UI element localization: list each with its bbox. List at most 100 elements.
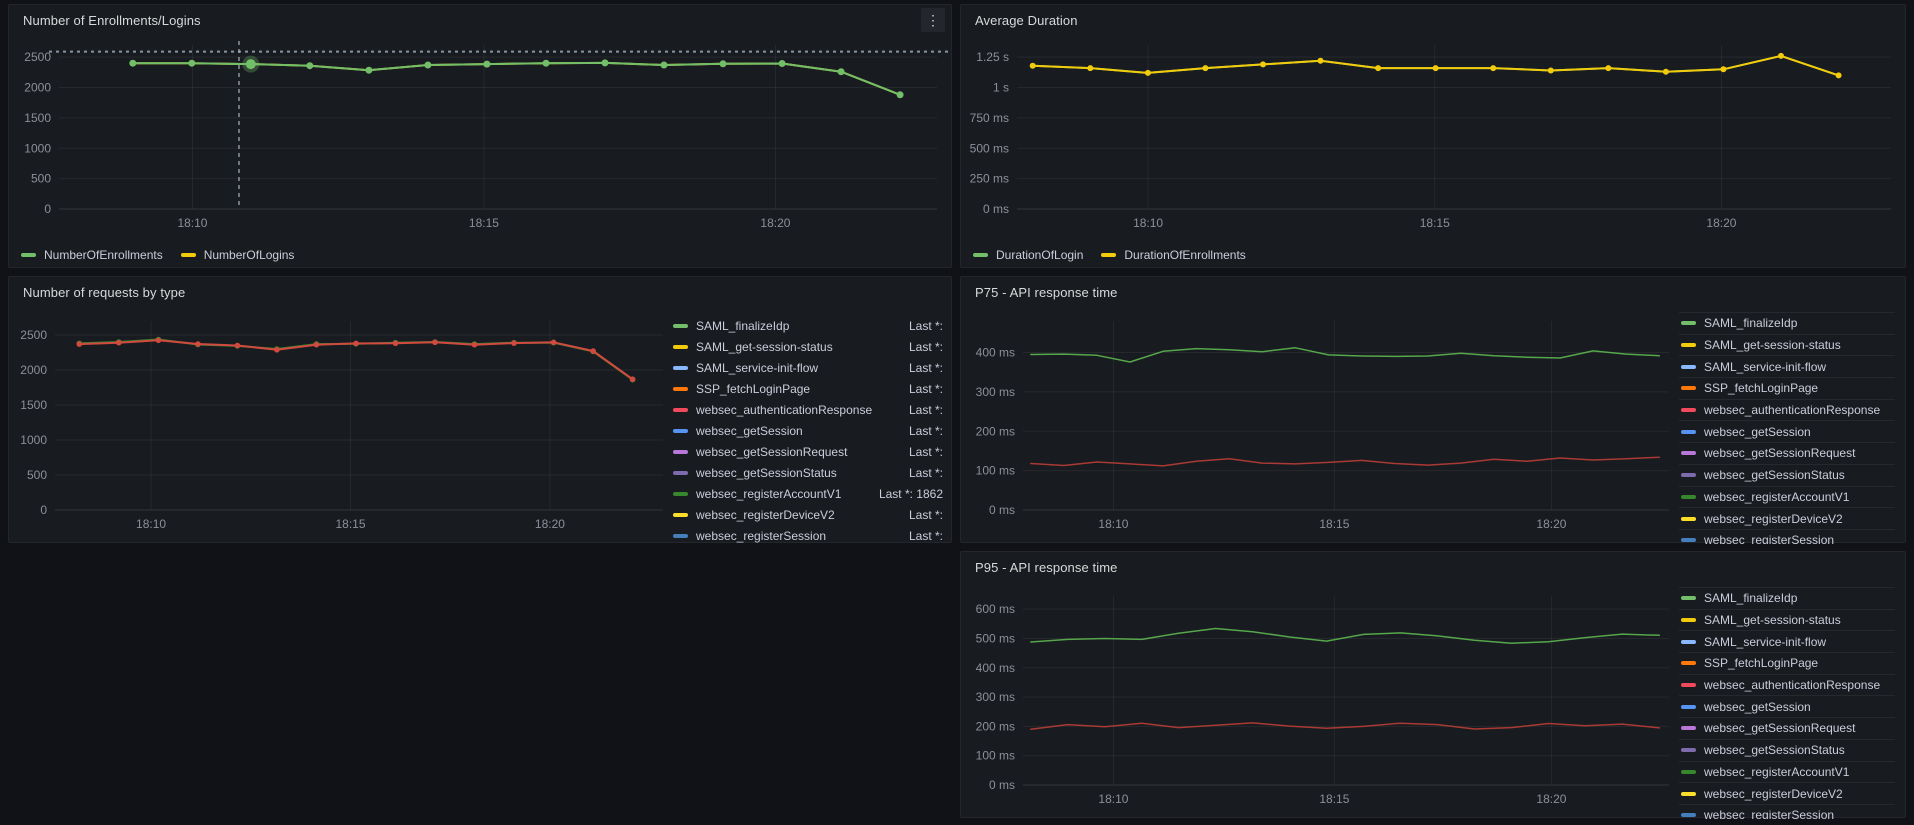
series-color-swatch (673, 491, 688, 496)
panel-p95-response-time: P95 - API response time 0 ms 100 ms 200 ms… (960, 551, 1906, 819)
legend-label: SAML_finalizeIdp (1704, 591, 1798, 606)
series-color-swatch (673, 323, 688, 328)
legend-label: SAML_get-session-status (1704, 613, 1841, 628)
x-axis-label: 18:10 (177, 216, 207, 230)
legend-item[interactable]: SSP_fetchLoginPage (1679, 653, 1895, 675)
series-point (601, 59, 609, 67)
y-axis-label: 100 ms (976, 749, 1015, 763)
legend-item[interactable]: websec_registerDeviceV2 Last *: (673, 504, 943, 525)
legend-item[interactable]: websec_getSessionRequest Last *: (673, 441, 943, 462)
legend-last-value: Last *: (908, 465, 943, 480)
legend-item[interactable]: DurationOfEnrollments (1101, 248, 1246, 262)
legend-item[interactable]: SAML_finalizeIdp (1679, 588, 1895, 610)
x-axis-label: 18:15 (1319, 517, 1349, 531)
series-point (1087, 65, 1094, 72)
legend-item[interactable]: websec_registerDeviceV2 (1679, 508, 1895, 530)
legend-item[interactable]: SAML_service-init-flow (1679, 631, 1895, 654)
legend-item[interactable]: SAML_get-session-status Last *: (673, 336, 943, 357)
legend: NumberOfEnrollments NumberOfLogins (9, 248, 294, 262)
legend-item[interactable]: SSP_fetchLoginPage (1679, 378, 1895, 400)
panel-title[interactable]: Number of requests by type (23, 284, 186, 300)
legend-item[interactable]: websec_getSessionRequest (1679, 718, 1895, 740)
series-color-swatch (1681, 429, 1696, 434)
legend-item[interactable]: websec_getSession Last *: (673, 420, 943, 441)
legend-label: websec_getSessionRequest (1704, 446, 1856, 461)
legend-item[interactable]: websec_authenticationResponse Last *: (673, 399, 943, 420)
y-axis-label: 0 ms (983, 202, 1009, 216)
series-color-swatch (1681, 538, 1696, 543)
legend-item[interactable]: websec_getSessionRequest (1679, 443, 1895, 465)
series-color-swatch (1681, 408, 1696, 413)
y-axis-label: 1500 (24, 111, 51, 125)
y-axis-label: 200 ms (976, 719, 1015, 733)
x-axis-label: 18:10 (1098, 792, 1128, 806)
legend-label: SAML_get-session-status (1704, 338, 1841, 353)
series-color-swatch (1681, 618, 1696, 623)
panel-title[interactable]: P75 - API response time (975, 284, 1118, 300)
legend-item[interactable]: websec_getSessionStatus (1679, 740, 1895, 762)
x-axis-label: 18:20 (1536, 792, 1566, 806)
series-point (1375, 65, 1382, 72)
requests-by-type-chart[interactable]: 0 500 1000 1500 2000 2500 18:10 18:15 18:20 (9, 307, 669, 540)
enrollments-logins-chart[interactable]: 0 500 1000 1500 2000 2500 18:10 18:15 18:20 (9, 35, 951, 237)
legend-item[interactable]: websec_getSession (1679, 696, 1895, 719)
legend-item[interactable]: websec_authenticationResponse (1679, 400, 1895, 422)
legend-item[interactable]: NumberOfEnrollments (21, 248, 163, 262)
panel-title[interactable]: Number of Enrollments/Logins (23, 12, 201, 28)
legend-last-value: Last *: (908, 507, 943, 522)
legend-item[interactable]: SAML_get-session-status (1679, 610, 1895, 632)
legend-label: NumberOfLogins (203, 248, 295, 262)
panel-title[interactable]: Average Duration (975, 12, 1078, 28)
series-color-swatch (1681, 321, 1696, 326)
legend-item[interactable]: SAML_get-session-status (1679, 335, 1895, 357)
legend-last-value: Last *: (908, 528, 943, 543)
panel-body: 0 ms 100 ms 200 ms 300 ms 400 ms 500 ms 600 ms… (961, 582, 1905, 819)
legend-label: websec_getSessionRequest (1704, 721, 1856, 736)
panel-title[interactable]: P95 - API response time (975, 559, 1118, 575)
legend-item[interactable]: DurationOfLogin (973, 248, 1083, 262)
series-color-swatch (1681, 748, 1696, 753)
chart-canvas: 0 ms 100 ms 200 ms 300 ms 400 ms 18:10 18:15 18… (976, 321, 1669, 531)
legend-item[interactable]: NumberOfLogins (180, 248, 295, 262)
series-point (1317, 57, 1324, 64)
y-axis-label: 200 ms (976, 424, 1015, 438)
y-axis-label: 2000 (24, 81, 51, 95)
legend-item[interactable]: websec_registerSession (1679, 805, 1895, 819)
series-color-swatch (673, 428, 688, 433)
legend-item[interactable]: SAML_service-init-flow (1679, 356, 1895, 379)
legend-item[interactable]: websec_registerDeviceV2 (1679, 783, 1895, 805)
series-color-swatch (673, 386, 688, 391)
legend-label: DurationOfEnrollments (1124, 248, 1246, 262)
y-axis-label: 500 ms (970, 141, 1009, 155)
kebab-menu-icon[interactable]: ⋮ (921, 8, 945, 32)
legend-item[interactable]: websec_getSessionStatus Last *: (673, 462, 943, 483)
series-line-websec_authenticationResponse (1030, 456, 1661, 467)
legend-item[interactable]: websec_registerAccountV1 Last *: 1862 (673, 483, 943, 504)
legend-item[interactable]: websec_getSession (1679, 421, 1895, 444)
series-color-swatch (1681, 473, 1696, 478)
legend-item[interactable]: websec_authenticationResponse (1679, 675, 1895, 697)
legend-item[interactable]: websec_getSessionStatus (1679, 465, 1895, 487)
series-color-swatch (673, 407, 688, 412)
panel-header: P75 - API response time (961, 277, 1905, 307)
legend-label: websec_registerDeviceV2 (1704, 511, 1843, 526)
average-duration-chart[interactable]: 0 ms 250 ms 500 ms 750 ms 1 s 1.25 s 18:10 18:1… (961, 35, 1905, 237)
legend-item[interactable]: websec_registerAccountV1 (1679, 487, 1895, 509)
series-point (837, 68, 845, 76)
series-color-swatch (1681, 596, 1696, 601)
legend-item[interactable]: SAML_service-init-flow Last *: (673, 357, 943, 378)
series-point (660, 61, 668, 69)
p75-response-time-chart[interactable]: 0 ms 100 ms 200 ms 300 ms 400 ms 18:10 18:15 18… (961, 307, 1675, 540)
legend-label: websec_getSession (696, 423, 803, 438)
legend-item[interactable]: websec_registerSession (1679, 530, 1895, 544)
series-point (629, 376, 636, 382)
p95-response-time-chart[interactable]: 0 ms 100 ms 200 ms 300 ms 400 ms 500 ms 600 ms… (961, 582, 1675, 815)
legend-item[interactable]: SAML_finalizeIdp Last *: (673, 315, 943, 336)
legend-item[interactable]: SAML_finalizeIdp (1679, 313, 1895, 335)
series-point (471, 341, 478, 348)
legend-item[interactable]: websec_registerSession Last *: (673, 525, 943, 546)
legend-item[interactable]: websec_registerAccountV1 (1679, 762, 1895, 784)
series-point (1778, 52, 1784, 59)
series-color-swatch (1681, 343, 1696, 348)
legend-item[interactable]: SSP_fetchLoginPage Last *: (673, 378, 943, 399)
